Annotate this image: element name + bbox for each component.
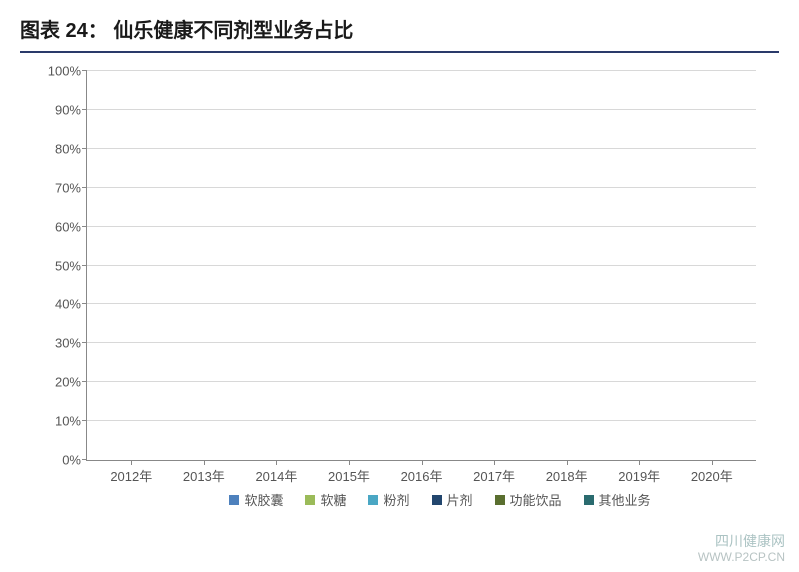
- grid-line: [87, 420, 756, 421]
- ytick-label: 80%: [55, 141, 81, 156]
- legend-swatch: [229, 495, 239, 505]
- legend-label: 粉剂: [383, 490, 409, 509]
- ytick-mark: [82, 342, 87, 343]
- chart: 2012年 2013年 2014年 2015年 2016年 2017年 2018年 2019年…: [30, 71, 770, 501]
- grid-line: [87, 303, 756, 304]
- xtick-mark: [422, 460, 423, 465]
- xtick-label: 2017年: [473, 466, 515, 485]
- title-main: 仙乐健康不同剂型业务占比: [113, 20, 353, 42]
- grid-line: [87, 381, 756, 382]
- ytick-label: 100%: [48, 64, 81, 79]
- ytick-mark: [82, 187, 87, 188]
- ytick-label: 70%: [55, 180, 81, 195]
- ytick-mark: [82, 148, 87, 149]
- grid-line: [87, 70, 756, 71]
- legend-swatch: [368, 495, 378, 505]
- ytick-label: 10%: [55, 414, 81, 429]
- grid-line: [87, 342, 756, 343]
- ytick-label: 90%: [55, 102, 81, 117]
- ytick-label: 60%: [55, 219, 81, 234]
- watermark-line2: WWW.P2CP.CN: [698, 550, 785, 564]
- legend-label: 片剂: [447, 490, 473, 509]
- xtick-label: 2020年: [691, 466, 733, 485]
- ytick-label: 0%: [62, 453, 81, 468]
- ytick-label: 30%: [55, 336, 81, 351]
- watermark: 四川健康网 WWW.P2CP.CN: [698, 533, 785, 564]
- ytick-mark: [82, 70, 87, 71]
- xtick-mark: [567, 460, 568, 465]
- xtick-label: 2019年: [618, 466, 660, 485]
- ytick-mark: [82, 381, 87, 382]
- grid-line: [87, 187, 756, 188]
- grid-line: [87, 148, 756, 149]
- ytick-mark: [82, 226, 87, 227]
- ytick-mark: [82, 109, 87, 110]
- grid-line: [87, 265, 756, 266]
- xtick-mark: [276, 460, 277, 465]
- xtick-mark: [639, 460, 640, 465]
- xtick-label: 2013年: [183, 466, 225, 485]
- grid-line: [87, 109, 756, 110]
- xtick-mark: [494, 460, 495, 465]
- ytick-mark: [82, 420, 87, 421]
- legend-item: 片剂: [432, 490, 473, 509]
- xtick-label: 2012年: [110, 466, 152, 485]
- ytick-label: 50%: [55, 258, 81, 273]
- legend-swatch: [584, 495, 594, 505]
- legend-swatch: [432, 495, 442, 505]
- legend-label: 软胶囊: [244, 490, 283, 509]
- xtick-mark: [349, 460, 350, 465]
- xtick-label: 2018年: [546, 466, 588, 485]
- legend-label: 软糖: [320, 490, 346, 509]
- legend-item: 功能饮品: [495, 490, 562, 509]
- xtick-label: 2015年: [328, 466, 370, 485]
- bars-container: 2012年2013年2014年2015年2016年2017年2018年2019年…: [87, 71, 756, 460]
- legend-label: 功能饮品: [510, 490, 562, 509]
- ytick-label: 40%: [55, 297, 81, 312]
- xtick-mark: [131, 460, 132, 465]
- ytick-mark: [82, 303, 87, 304]
- ytick-mark: [82, 459, 87, 460]
- plot-area: 2012年2013年2014年2015年2016年2017年2018年2019年…: [86, 71, 756, 461]
- legend-item: 粉剂: [368, 490, 409, 509]
- legend-item: 软糖: [305, 490, 346, 509]
- ytick-label: 20%: [55, 375, 81, 390]
- chart-title-row: 图表 24： 仙乐健康不同剂型业务占比: [20, 14, 779, 53]
- xtick-mark: [712, 460, 713, 465]
- title-prefix: 图表 24：: [20, 20, 108, 42]
- grid-line: [87, 226, 756, 227]
- legend-swatch: [305, 495, 315, 505]
- xtick-label: 2016年: [401, 466, 443, 485]
- xtick-mark: [204, 460, 205, 465]
- legend-item: 软胶囊: [229, 490, 283, 509]
- legend-item: 其他业务: [584, 490, 651, 509]
- watermark-line1: 四川健康网: [698, 533, 785, 550]
- ytick-mark: [82, 265, 87, 266]
- xtick-label: 2014年: [255, 466, 297, 485]
- legend: 软胶囊 软糖 粉剂 片剂 功能饮品 其他业务: [110, 490, 770, 509]
- legend-swatch: [495, 495, 505, 505]
- legend-label: 其他业务: [599, 490, 651, 509]
